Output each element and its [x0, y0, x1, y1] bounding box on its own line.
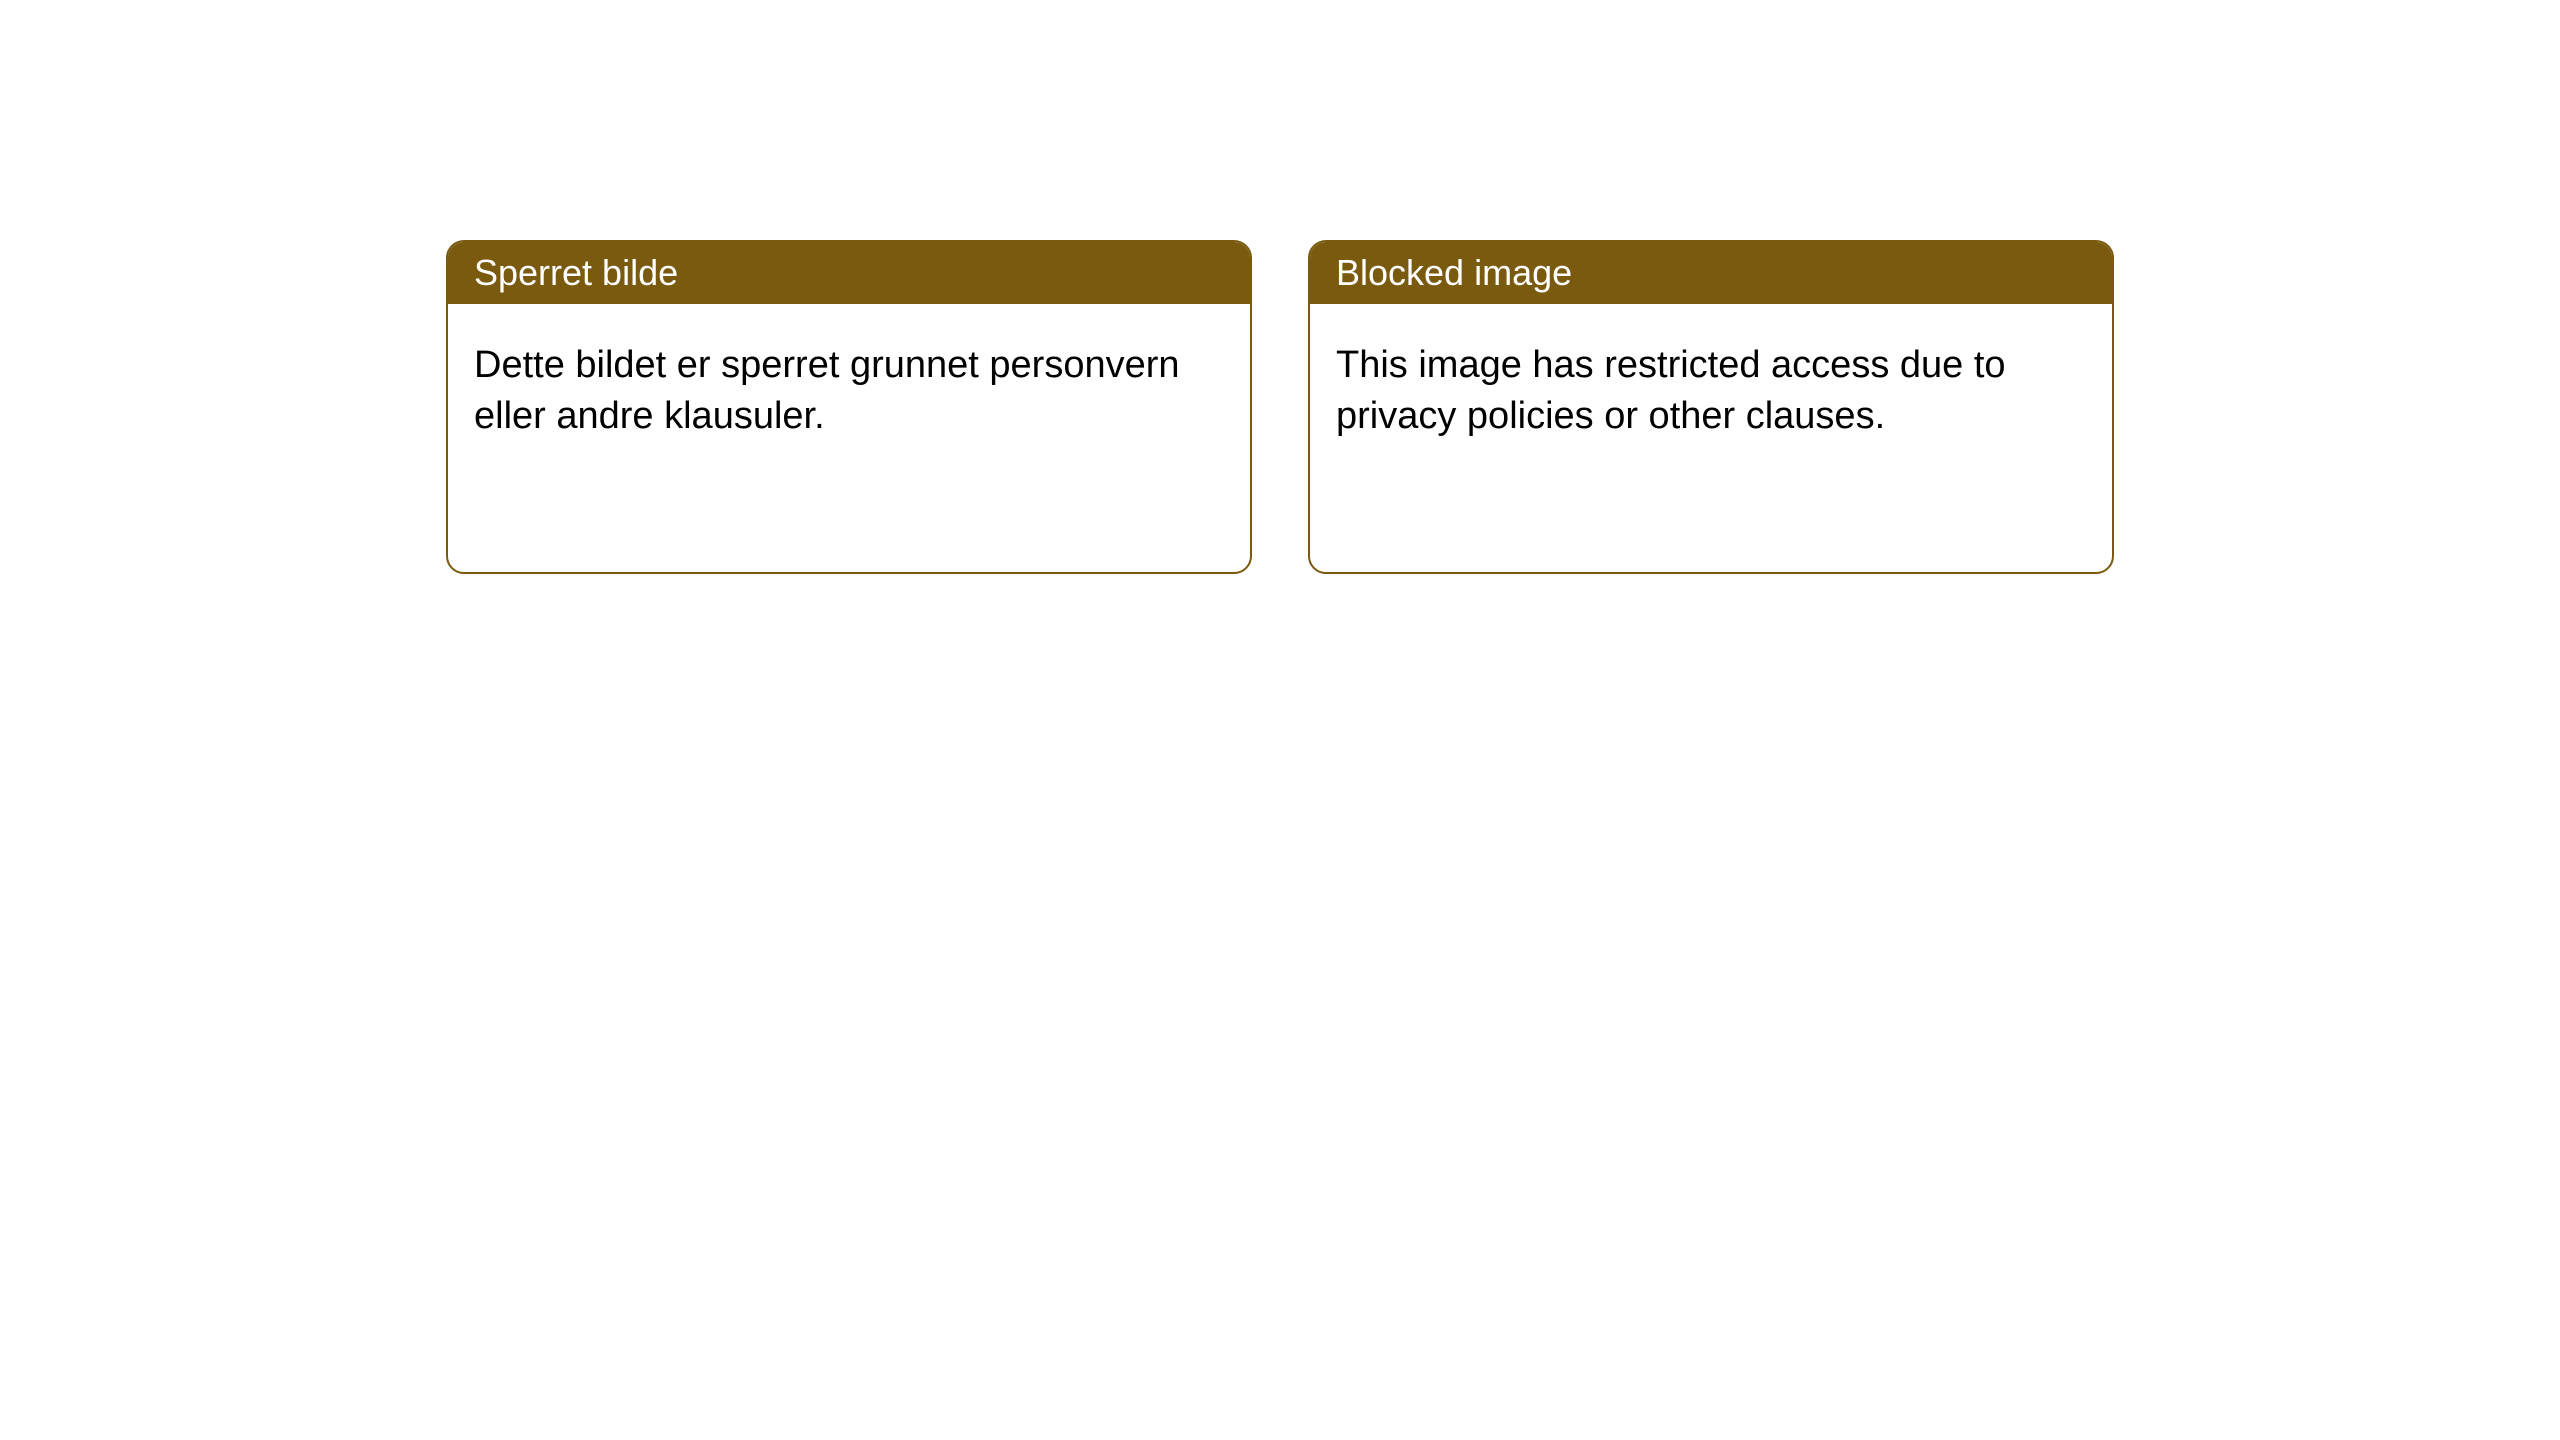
card-title: Sperret bilde: [474, 252, 678, 293]
card-header: Sperret bilde: [448, 242, 1250, 304]
notice-card-norwegian: Sperret bilde Dette bildet er sperret gr…: [446, 240, 1252, 574]
notice-card-english: Blocked image This image has restricted …: [1308, 240, 2114, 574]
card-body: This image has restricted access due to …: [1310, 304, 2112, 479]
card-body-text: This image has restricted access due to …: [1336, 344, 2006, 437]
card-title: Blocked image: [1336, 252, 1572, 293]
notice-container: Sperret bilde Dette bildet er sperret gr…: [0, 0, 2560, 574]
card-header: Blocked image: [1310, 242, 2112, 304]
card-body-text: Dette bildet er sperret grunnet personve…: [474, 344, 1180, 437]
card-body: Dette bildet er sperret grunnet personve…: [448, 304, 1250, 479]
